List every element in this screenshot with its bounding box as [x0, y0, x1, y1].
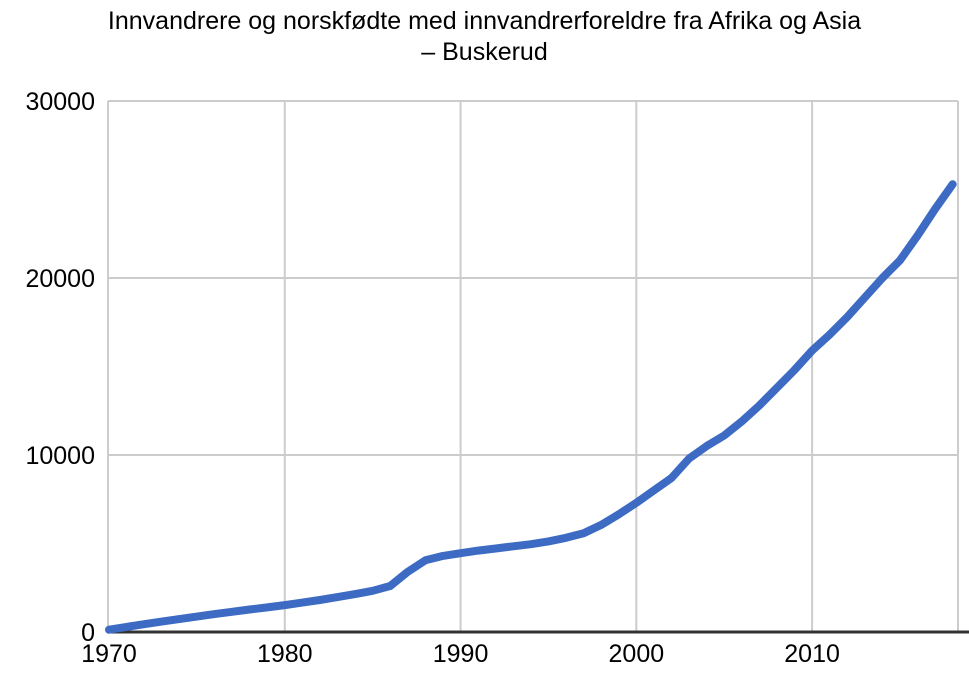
chart-title-line-2: – Buskerud: [421, 38, 548, 66]
x-tick-label: 1990: [433, 640, 489, 668]
chart-title: Innvandrere og norskfødte med innvandrer…: [0, 6, 969, 68]
y-tick-label: 10000: [25, 442, 95, 470]
chart-title-line-1: Innvandrere og norskfødte med innvandrer…: [107, 7, 862, 35]
x-tick-label: 1980: [257, 640, 313, 668]
y-tick-label: 0: [81, 619, 95, 647]
y-tick-label: 20000: [25, 265, 95, 293]
x-tick-label: 2010: [784, 640, 840, 668]
x-tick-label: 2000: [609, 640, 665, 668]
y-tick-label: 30000: [25, 88, 95, 116]
series-line: [105, 180, 957, 634]
x-tick-label: 1970: [81, 640, 137, 668]
